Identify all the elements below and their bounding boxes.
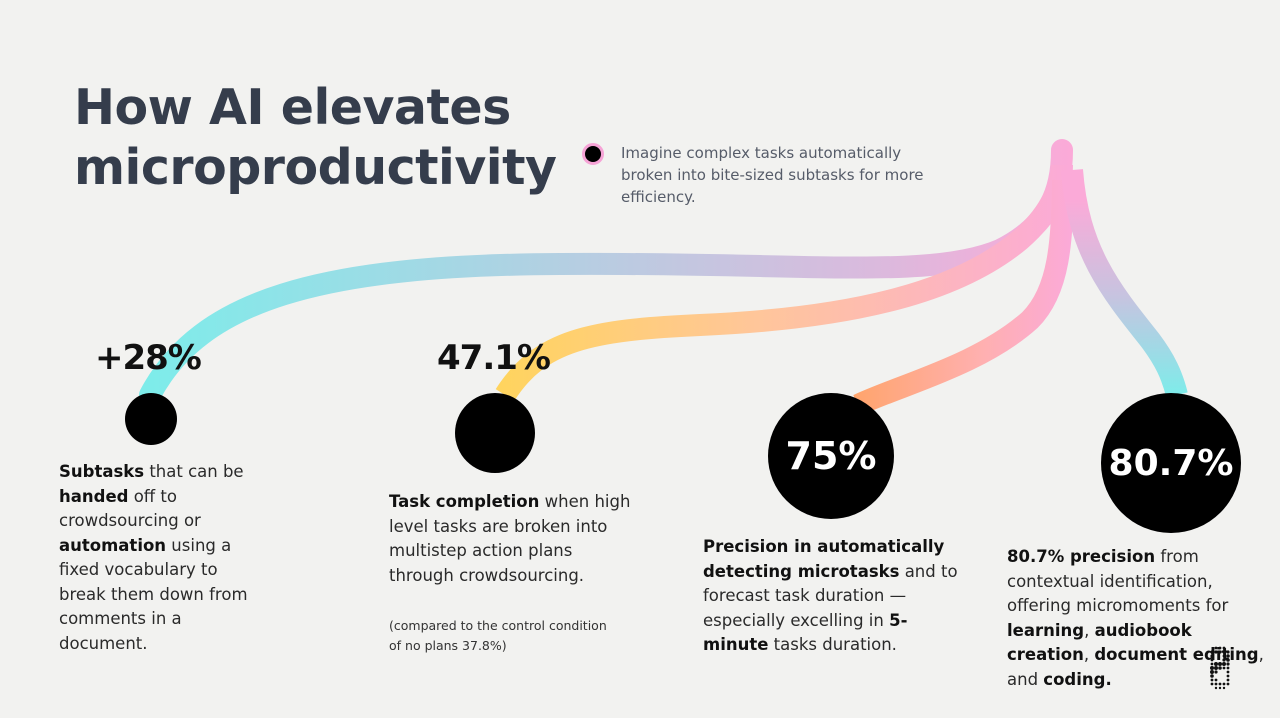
- stat-description-task-completion: Task completion when high level tasks ar…: [389, 492, 631, 585]
- title-line-2: microproductivity: [74, 139, 557, 196]
- stat-description-contextual-precision: 80.7% precision from contextual identifi…: [1007, 547, 1264, 689]
- stat-dot-contextual-precision: 80.7%: [1101, 393, 1241, 533]
- stat-note-task-completion: (compared to the control condition of no…: [389, 618, 607, 653]
- title-line-1: How AI elevates: [74, 79, 511, 136]
- dotted-number-logo-icon: [1210, 646, 1230, 690]
- stat-description-subtasks: Subtasks that can be handed off to crowd…: [59, 462, 248, 653]
- stat-dot-task-completion: [455, 393, 535, 473]
- stat-value-subtasks: +28%: [95, 338, 202, 378]
- intro-text: Imagine complex tasks automatically brok…: [621, 144, 924, 206]
- stat-dot-subtasks: [125, 393, 177, 445]
- page-title: How AI elevates microproductivity: [74, 78, 557, 198]
- intro-bullet-icon: [582, 143, 604, 165]
- stat-dot-precision-microtasks: 75%: [768, 393, 894, 519]
- stat-description-precision-microtasks: Precision in automatically detecting mic…: [703, 537, 958, 654]
- stat-value-task-completion: 47.1%: [437, 338, 551, 378]
